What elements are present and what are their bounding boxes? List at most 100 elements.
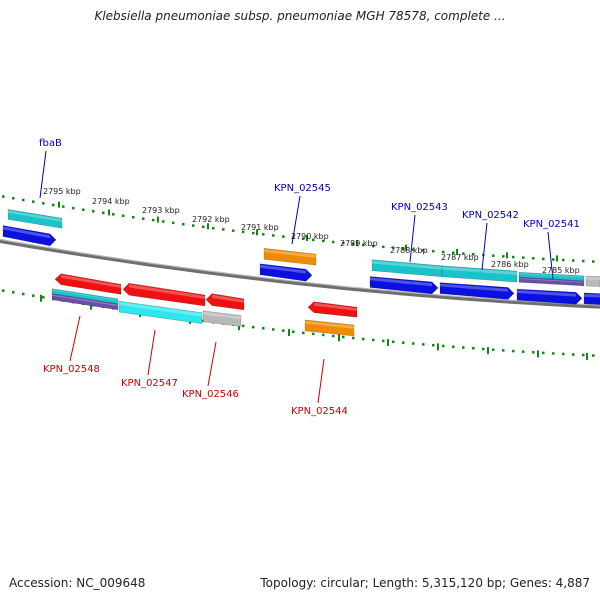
lower-scale-dot <box>292 330 295 333</box>
upper-scale-dot <box>172 221 175 225</box>
lower-major-tick <box>437 343 439 351</box>
kpn-02544-cds-box <box>304 319 355 337</box>
lower-scale-dot <box>562 352 565 356</box>
upper-scale-dot <box>162 220 165 223</box>
upper-scale-dot <box>212 226 215 230</box>
lower-major-tick <box>586 352 588 360</box>
kpn-02546-cds-box <box>202 310 242 327</box>
kpn-02548-stripe-b <box>51 293 119 311</box>
upper-scale-dot <box>112 213 115 216</box>
upper-major-tick <box>207 223 209 230</box>
lower-scale-dot <box>312 332 315 336</box>
kpn-02547-leader <box>147 329 156 376</box>
upper-scale-dot <box>422 249 425 252</box>
upper-scale-dot <box>152 218 155 222</box>
upper-scale-dot <box>192 224 195 227</box>
lower-scale-dot <box>572 353 575 356</box>
kpn-02547-gene-arrow <box>122 282 206 307</box>
map-labels: 2795 kbp 2794 kbp 2793 kbp 2792 kbp 2791… <box>39 138 580 417</box>
gene-label-kpn-02548[interactable]: KPN_02548 <box>43 364 100 375</box>
scale-label-2795: 2795 kbp <box>43 187 81 196</box>
upper-scale-dot <box>272 234 275 237</box>
upper-scale-dot <box>132 215 135 219</box>
kpn-02548-stripe-a-gloss <box>52 289 118 301</box>
gene-label-kpn-02546[interactable]: KPN_02546 <box>182 389 239 400</box>
upper-major-tick <box>556 255 558 262</box>
upper-major-tick <box>108 209 110 216</box>
upper-scale-dot <box>302 237 305 241</box>
upper-scale-dot <box>552 258 555 261</box>
genome-backbone-highlight <box>0 239 600 306</box>
upper-scale-dot <box>182 222 185 226</box>
kpn-02546-gene-arrow <box>205 293 245 311</box>
upper-scale-dot <box>92 210 95 213</box>
gene-label-kpn-02544[interactable]: KPN_02544 <box>291 406 348 417</box>
lower-scale-dot <box>402 341 405 344</box>
gene-label-kpn-02541[interactable]: KPN_02541 <box>523 219 580 230</box>
lower-scale-dot <box>272 328 275 331</box>
edge-gene-box <box>585 275 600 287</box>
lower-scale-dot <box>512 349 515 353</box>
kpn-02543-leader <box>409 214 416 263</box>
lower-scale-dot <box>252 325 255 329</box>
fbaB-cds-arrow-gloss <box>3 226 50 239</box>
kpn-02541-gene-box-gloss <box>519 273 584 278</box>
gene-label-fbaB[interactable]: fbaB <box>39 138 62 149</box>
upper-scale-dot <box>372 244 375 248</box>
edge-cds-arrow-gloss <box>584 293 600 298</box>
kpn-02542-gene-box-gloss <box>442 266 517 275</box>
lower-major-tick <box>90 302 92 310</box>
lower-scale-dot <box>502 349 505 352</box>
lower-scale-dot <box>32 294 35 297</box>
lower-scale-dot <box>432 343 435 347</box>
upper-scale-dot <box>222 228 225 231</box>
kpn-02544-leader <box>317 358 325 404</box>
upper-scale-dot <box>432 249 435 253</box>
kpn-02547-cds-box-gloss <box>119 302 202 317</box>
kpn-02548-stripe-b-gloss <box>52 294 118 306</box>
gene-label-kpn-02547[interactable]: KPN_02547 <box>121 378 178 389</box>
lower-scale-dot <box>542 351 545 355</box>
gene-label-kpn-02545[interactable]: KPN_02545 <box>274 183 331 194</box>
lower-scale-dot <box>242 324 245 328</box>
upper-scale-dot <box>262 233 265 236</box>
upper-scale-dot <box>142 217 145 220</box>
lower-scale-dot <box>42 296 45 299</box>
kpn-02545-gene-box <box>263 247 317 266</box>
upper-major-tick <box>58 201 60 208</box>
kpn-02541-cds-arrow <box>516 288 583 305</box>
scale-label-2791: 2791 kbp <box>241 223 279 232</box>
lower-scale-dot <box>322 333 325 337</box>
kpn-02548-leader <box>69 315 81 362</box>
upper-major-tick <box>157 216 159 223</box>
upper-scale-dot <box>472 253 475 256</box>
lower-scale-dot <box>392 340 395 344</box>
kpn-02543-gene-box-gloss <box>372 260 442 270</box>
gene-label-kpn-02543[interactable]: KPN_02543 <box>391 202 448 213</box>
scale-label-2794: 2794 kbp <box>92 197 130 206</box>
gene-label-kpn-02542[interactable]: KPN_02542 <box>462 210 519 221</box>
upper-major-tick <box>456 248 458 255</box>
upper-scale-dot <box>52 203 55 207</box>
upper-scale-dot <box>442 250 445 254</box>
upper-scale-dot <box>572 259 575 262</box>
upper-scale-dot <box>322 239 325 243</box>
lower-scale-dot <box>362 337 365 341</box>
upper-scale-dot <box>72 206 75 210</box>
lower-scale-dot <box>352 336 355 340</box>
lower-scale-dot <box>282 329 285 332</box>
upper-major-tick <box>405 244 407 251</box>
kpn-02542-cds-arrow-gloss <box>440 283 508 292</box>
fbaB-leader <box>39 150 47 199</box>
upper-scale-dot <box>2 195 5 198</box>
kpn-02541-stripe-gloss <box>519 278 584 283</box>
accession-label: Accession: NC_009648 <box>9 576 146 590</box>
kpn-02545-gene-box-gloss <box>264 249 316 258</box>
fbaB-gene-box-gloss <box>8 210 62 222</box>
genome-summary-label: Topology: circular; Length: 5,315,120 bp… <box>260 576 590 590</box>
upper-scale-dot <box>512 255 515 259</box>
upper-scale-dot <box>342 241 345 245</box>
lower-scale-dot <box>452 345 455 349</box>
lower-scale-dot <box>262 327 265 330</box>
upper-scale-dot <box>402 247 405 250</box>
